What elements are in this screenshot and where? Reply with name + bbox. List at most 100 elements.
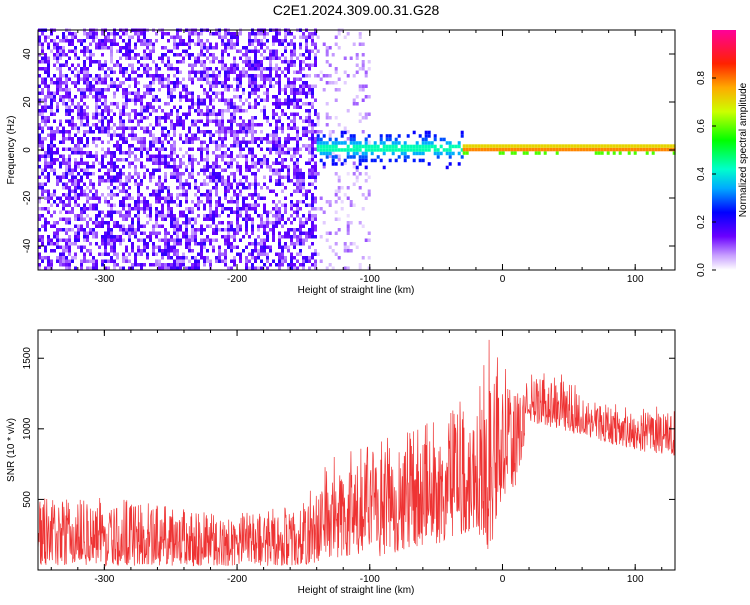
- spectrogram-cell: [110, 49, 113, 53]
- spectrogram-cell: [209, 109, 212, 113]
- spectrogram-cell: [206, 116, 209, 120]
- spectrogram-cell: [427, 148, 431, 152]
- spectrogram-cell: [107, 266, 110, 270]
- spectrogram-cell: [53, 95, 56, 99]
- spectrogram-cell: [161, 133, 164, 137]
- spectrogram-cell: [215, 84, 218, 88]
- spectrogram-cell: [161, 196, 164, 200]
- spectrogram-cell: [107, 74, 110, 78]
- spectrogram-cell: [65, 238, 68, 242]
- spectrogram-cell: [77, 235, 80, 239]
- spectrogram-cell: [230, 151, 233, 155]
- spectrogram-cell: [155, 207, 158, 211]
- spectrogram-cell: [293, 151, 296, 155]
- spectrogram-cell: [95, 231, 98, 235]
- spectrogram-cell: [314, 175, 317, 179]
- spectrogram-cell: [86, 231, 89, 235]
- spectrogram-cell: [56, 196, 59, 200]
- spectrogram-cell: [41, 207, 44, 211]
- spectrogram-cell: [343, 56, 347, 60]
- spectrogram-cell: [134, 81, 137, 85]
- spectrogram-cell: [164, 119, 167, 123]
- spectrogram-cell: [119, 116, 122, 120]
- spectrogram-cell: [358, 112, 362, 116]
- spectrogram-cell: [275, 74, 278, 78]
- spectrogram-cell: [415, 141, 419, 145]
- spectrogram-cell: [122, 186, 125, 190]
- spectrogram-cell: [206, 168, 209, 172]
- spectrogram-cell: [101, 67, 104, 71]
- spectrogram-cell: [239, 172, 242, 176]
- spectrogram-cell: [182, 77, 185, 81]
- spectrogram-cell: [167, 161, 170, 165]
- spectrogram-cell: [65, 231, 68, 235]
- spectrogram-cell: [68, 56, 71, 60]
- spectrogram-cell: [200, 231, 203, 235]
- spectrogram-cell: [537, 147, 541, 152]
- spectrogram-cell: [314, 32, 317, 36]
- x-tick-label: -100: [360, 574, 380, 585]
- spectrogram-cell: [290, 193, 293, 197]
- spectrogram-cell: [152, 77, 155, 81]
- spectrogram-cell: [173, 165, 176, 169]
- spectrogram-cell: [525, 144, 529, 148]
- spectrogram-cell: [80, 249, 83, 253]
- spectrogram-cell: [308, 84, 311, 88]
- spectrogram-cell: [107, 123, 110, 127]
- spectrogram-cell: [346, 144, 350, 149]
- spectrogram-cell: [80, 245, 83, 249]
- spectrogram-cell: [221, 175, 224, 179]
- spectrogram-cell: [155, 95, 158, 99]
- spectrogram-cell: [59, 63, 62, 67]
- spectrogram-cell: [558, 144, 562, 148]
- spectrogram-cell: [236, 144, 239, 148]
- spectrogram-cell: [197, 196, 200, 200]
- spectrogram-cell: [65, 137, 68, 141]
- spectrogram-cell: [427, 141, 431, 145]
- spectrogram-cell: [424, 130, 428, 135]
- spectrogram-cell: [364, 158, 368, 163]
- spectrogram-cell: [176, 196, 179, 200]
- spectrogram-cell: [74, 217, 77, 221]
- spectrogram-cell: [388, 144, 392, 149]
- spectrogram-cell: [185, 53, 188, 57]
- spectrogram-cell: [314, 165, 317, 169]
- spectrogram-cell: [134, 200, 137, 204]
- spectrogram-cell: [155, 193, 158, 197]
- spectrogram-cell: [284, 186, 287, 190]
- spectrogram-cell: [319, 141, 323, 145]
- spectrogram-cell: [325, 155, 329, 159]
- spectrogram-cell: [209, 238, 212, 242]
- spectrogram-cell: [113, 186, 116, 190]
- spectrogram-cell: [170, 95, 173, 99]
- spectrogram-cell: [137, 140, 140, 144]
- spectrogram-cell: [191, 133, 194, 137]
- spectrogram-cell: [182, 119, 185, 123]
- spectrogram-cell: [65, 109, 68, 113]
- spectrogram-cell: [412, 144, 416, 149]
- spectrogram-cell: [89, 126, 92, 130]
- spectrogram-cell: [86, 95, 89, 99]
- spectrogram-cell: [110, 81, 113, 85]
- spectrogram-cell: [113, 179, 116, 183]
- spectrogram-cell: [107, 39, 110, 43]
- spectrogram-cell: [71, 196, 74, 200]
- spectrogram-cell: [188, 172, 191, 176]
- spectrogram-cell: [188, 98, 191, 102]
- spectrogram-cell: [161, 109, 164, 113]
- spectrogram-cell: [212, 168, 215, 172]
- spectrogram-cell: [167, 165, 170, 169]
- spectrogram-cell: [340, 141, 344, 145]
- spectrogram-cell: [77, 238, 80, 242]
- spectrogram-cell: [44, 228, 47, 232]
- spectrogram-cell: [116, 238, 119, 242]
- spectrogram-cell: [197, 77, 200, 81]
- spectrogram-cell: [158, 77, 161, 81]
- spectrogram-cell: [334, 242, 338, 246]
- spectrogram-cell: [287, 231, 290, 235]
- spectrogram-cell: [104, 63, 107, 67]
- spectrogram-cell: [161, 210, 164, 214]
- spectrogram-cell: [236, 161, 239, 165]
- spectrogram-cell: [293, 116, 296, 120]
- spectrogram-cell: [176, 238, 179, 242]
